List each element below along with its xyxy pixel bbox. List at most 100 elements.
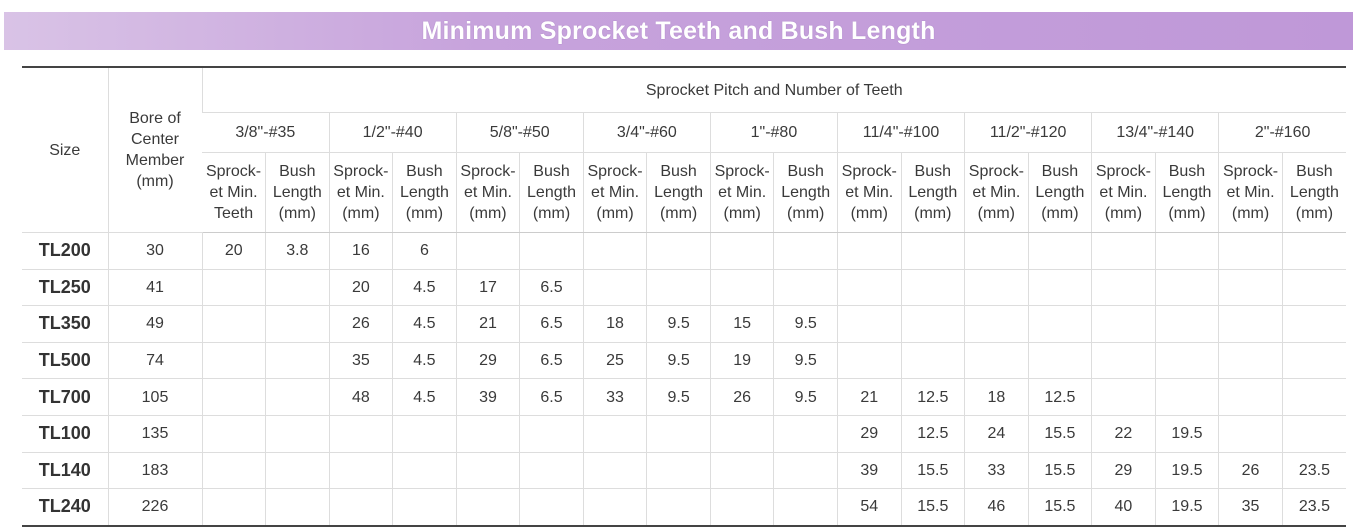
header-sprocket-min: Sprock-et Min. (mm) [582, 152, 647, 233]
header-line: et Min. [845, 184, 894, 201]
header-line: (mm) [1295, 205, 1334, 222]
sprocket-min-cell: 26 [328, 305, 393, 343]
header-line: et Min. [1099, 184, 1148, 201]
sprocket-min-cell: 54 [836, 488, 902, 527]
sprocket-min-cell: 20 [328, 269, 393, 307]
sprocket-min-cell [836, 269, 902, 307]
sprocket-table: Size Bore of Center Member (mm) Sprocket Pitc… [22, 66, 1346, 527]
sprocket-min-cell [328, 415, 393, 453]
sprocket-min-cell [201, 415, 266, 453]
bush-length-cell [1281, 415, 1346, 453]
header-line: Length [908, 184, 958, 201]
header-line: Bush [1168, 163, 1206, 180]
bush-length-cell [265, 269, 330, 307]
sprocket-min-cell: 17 [455, 269, 520, 307]
sprocket-min-cell [1091, 232, 1156, 270]
header-line: et Min. [1226, 184, 1275, 201]
header-line: Teeth [213, 205, 254, 222]
sprocket-min-cell: 25 [582, 342, 647, 380]
sprocket-min-cell [1218, 342, 1283, 380]
size-cell: TL700 [22, 378, 108, 416]
header-line: (mm) [787, 205, 825, 222]
table-row: TL500 74 35 4.5 29 6.5 25 9.5 19 9.5 [22, 342, 1346, 380]
sprocket-min-cell [201, 342, 266, 380]
bush-length-cell: 6.5 [519, 342, 584, 380]
bush-length-cell: 9.5 [773, 378, 838, 416]
bush-length-cell: 12.5 [900, 415, 965, 453]
sprocket-min-cell [1218, 415, 1283, 453]
sprocket-min-cell [964, 342, 1029, 380]
sprocket-min-cell: 26 [709, 378, 774, 416]
header-line: Bush [1296, 163, 1333, 180]
sprocket-min-cell [709, 488, 774, 527]
bore-cell: 41 [107, 269, 202, 307]
header-sprocket-min: Sprock-et Min. (mm) [1218, 152, 1283, 233]
bore-cell: 105 [107, 378, 202, 416]
sprocket-min-cell [328, 488, 393, 527]
sprocket-min-cell: 29 [836, 415, 902, 453]
sprocket-min-cell [582, 488, 647, 527]
sprocket-min-cell [1218, 378, 1283, 416]
header-line: Bush [914, 163, 952, 180]
bush-length-cell [265, 378, 330, 416]
sprocket-min-cell: 22 [1091, 415, 1156, 453]
header-size: Size [22, 67, 108, 233]
bush-length-cell: 23.5 [1281, 488, 1346, 527]
sprocket-min-cell [964, 305, 1029, 343]
sprocket-min-cell: 33 [964, 452, 1029, 490]
bush-length-cell [1027, 232, 1092, 270]
header-line: Bush [787, 163, 824, 180]
sprocket-min-cell: 21 [836, 378, 902, 416]
sprocket-min-cell [455, 452, 520, 490]
header-bush-length: Bush Length (mm) [900, 152, 965, 233]
bore-cell: 183 [107, 452, 202, 490]
bush-length-cell [646, 488, 711, 527]
header-line: Sprock- [333, 163, 389, 180]
bush-length-cell: 9.5 [646, 305, 711, 343]
bush-length-cell: 12.5 [1027, 378, 1092, 416]
header-line: et Min. [336, 184, 385, 201]
sprocket-min-cell: 21 [455, 305, 520, 343]
sprocket-min-cell [1091, 378, 1156, 416]
bush-length-cell: 12.5 [900, 378, 965, 416]
bore-cell: 135 [107, 415, 202, 453]
header-line: (mm) [532, 205, 571, 222]
header-line: Sprock- [460, 163, 516, 180]
header-bush-length: Bush Length (mm) [265, 152, 330, 233]
header-line: Center [130, 131, 180, 148]
header-pitch: 3/8"-#35 [202, 112, 330, 153]
header-line: (mm) [723, 205, 761, 222]
sprocket-min-cell [709, 452, 774, 490]
bush-length-cell: 9.5 [773, 305, 838, 343]
header-line: Length [1035, 184, 1085, 201]
sprocket-min-cell: 35 [1218, 488, 1283, 527]
sprocket-min-cell: 16 [328, 232, 393, 270]
sprocket-min-cell [582, 232, 647, 270]
sprocket-min-cell: 29 [1091, 452, 1156, 490]
header-line: et Min. [718, 184, 767, 201]
header-line: Length [781, 184, 831, 201]
bush-length-cell [773, 452, 838, 490]
sprocket-min-cell [582, 269, 647, 307]
header-line: (mm) [977, 205, 1015, 222]
sprocket-min-cell: 24 [964, 415, 1029, 453]
header-line: (mm) [1168, 205, 1206, 222]
bush-length-cell [265, 452, 330, 490]
bush-length-cell: 19.5 [1154, 488, 1219, 527]
header-line: (mm) [405, 205, 444, 222]
bush-length-cell: 4.5 [392, 269, 457, 307]
sprocket-min-cell [1091, 305, 1156, 343]
header-line: Length [527, 184, 576, 201]
header-line: Length [399, 184, 449, 201]
header-line: (mm) [1231, 205, 1270, 222]
header-bush-length: Bush Length (mm) [519, 152, 584, 233]
sprocket-min-cell: 20 [201, 232, 266, 270]
sprocket-min-cell: 35 [328, 342, 393, 380]
bush-length-cell: 23.5 [1281, 452, 1346, 490]
sprocket-min-cell [582, 452, 647, 490]
bush-length-cell: 15.5 [1027, 488, 1092, 527]
bush-length-cell: 4.5 [392, 305, 457, 343]
size-cell: TL200 [22, 232, 108, 270]
bush-length-cell [1281, 232, 1346, 270]
bush-length-cell: 9.5 [773, 342, 838, 380]
